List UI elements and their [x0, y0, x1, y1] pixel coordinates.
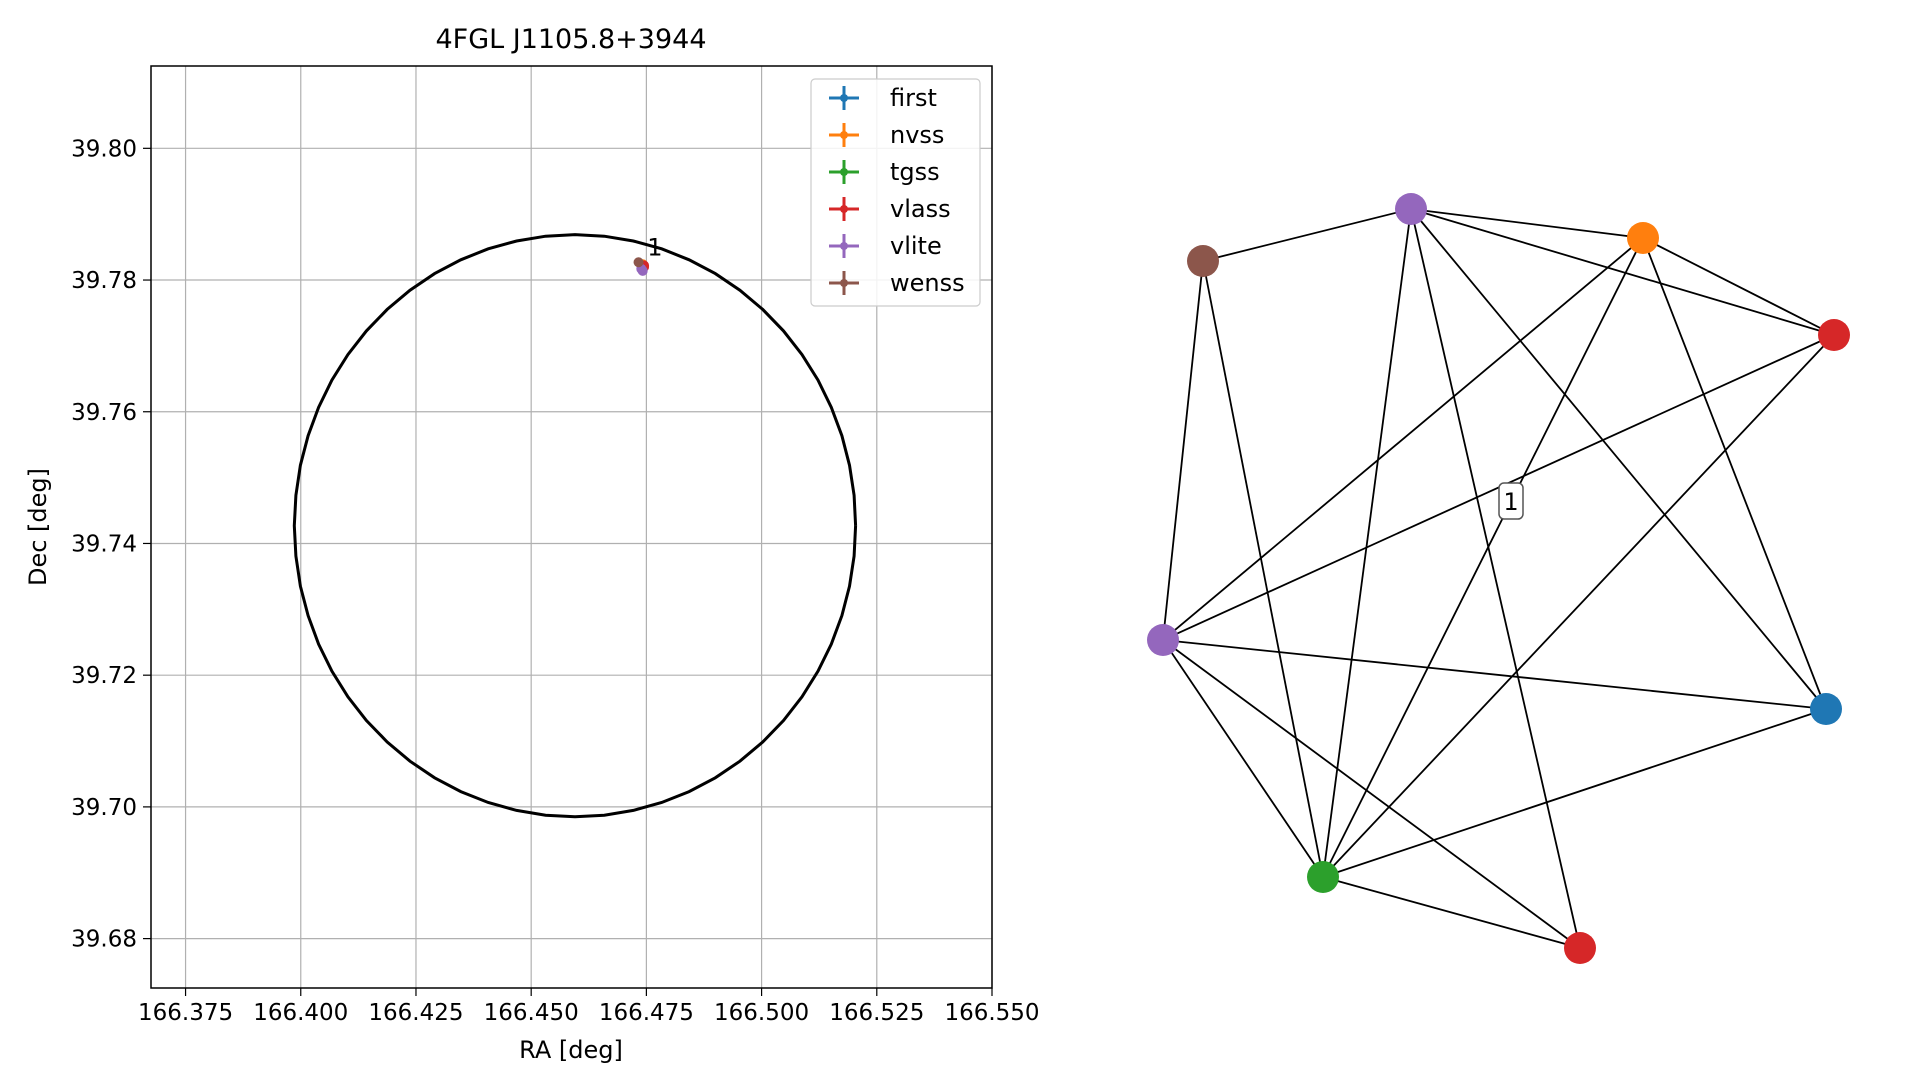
point-annotation: 1 — [647, 234, 662, 262]
graph-node — [1564, 932, 1596, 964]
graph-node — [1395, 193, 1427, 225]
network-graph: 1 — [1147, 193, 1850, 964]
graph-edge — [1162, 639, 1827, 710]
graph-edge — [1322, 334, 1835, 878]
legend-swatch-dot — [840, 279, 848, 287]
legend-swatch-dot — [840, 131, 848, 139]
x-tick-label: 166.375 — [138, 1000, 233, 1026]
y-axis-ticks: 39.68 39.70 39.72 39.74 39.76 39.78 39.80 — [71, 136, 151, 953]
legend-swatch-dot — [840, 94, 848, 102]
x-tick-label: 166.450 — [484, 1000, 579, 1026]
y-tick-label: 39.68 — [71, 927, 137, 953]
graph-node — [1810, 693, 1842, 725]
legend-item-first: first — [829, 84, 937, 112]
plot-title: 4FGL J1105.8+3944 — [435, 24, 706, 55]
legend-label: first — [890, 84, 937, 112]
legend-label: nvss — [890, 121, 944, 149]
graph-edge — [1162, 639, 1581, 949]
legend-item-wenss: wenss — [829, 269, 965, 297]
graph-edge — [1410, 208, 1581, 949]
legend-item-vlite: vlite — [829, 232, 942, 260]
x-tick-label: 166.525 — [829, 1000, 924, 1026]
graph-edge — [1642, 237, 1835, 336]
graph-edge — [1162, 237, 1644, 641]
graph-edges — [1162, 208, 1835, 949]
localization-circle — [292, 233, 858, 819]
legend-swatch-dot — [840, 168, 848, 176]
sky-position-plot: 4FGL J1105.8+3944 1 166.375 166.400 166.42… — [24, 24, 1040, 1064]
x-axis-label: RA [deg] — [519, 1036, 623, 1064]
legend-label: vlite — [890, 232, 942, 260]
point-wenss — [633, 257, 644, 268]
graph-node — [1307, 861, 1339, 893]
source-points: 1 — [633, 234, 663, 276]
legend-label: tgss — [890, 158, 940, 186]
graph-nodes — [1147, 193, 1850, 964]
cluster-label-text: 1 — [1503, 488, 1518, 516]
y-tick-label: 39.80 — [71, 136, 137, 162]
graph-edge — [1410, 208, 1644, 239]
graph-edge — [1202, 208, 1412, 262]
legend: first nvss tgss vlass vlite wenss — [810, 78, 981, 307]
graph-edge — [1202, 260, 1324, 878]
circle-outline — [292, 233, 858, 819]
legend-swatch-dot — [840, 242, 848, 250]
legend-swatch-dot — [840, 205, 848, 213]
y-tick-label: 39.76 — [71, 400, 137, 426]
graph-node — [1818, 319, 1850, 351]
y-tick-label: 39.78 — [71, 268, 137, 294]
y-tick-label: 39.70 — [71, 795, 137, 821]
x-axis-ticks: 166.375 166.400 166.425 166.450 166.475 166.5… — [138, 988, 1040, 1026]
graph-edge — [1162, 260, 1204, 641]
axes-frame — [150, 65, 993, 989]
graph-edge — [1410, 208, 1835, 336]
graph-edge — [1322, 237, 1644, 878]
legend-label: wenss — [890, 269, 965, 297]
legend-label: vlass — [890, 195, 951, 223]
y-axis-label: Dec [deg] — [24, 468, 52, 586]
x-tick-label: 166.550 — [944, 1000, 1039, 1026]
y-tick-label: 39.74 — [71, 531, 137, 557]
cluster-label: 1 — [1498, 482, 1524, 520]
x-tick-label: 166.475 — [599, 1000, 694, 1026]
graph-edge — [1322, 208, 1412, 878]
legend-item-tgss: tgss — [829, 158, 940, 186]
graph-edge — [1410, 208, 1827, 710]
graph-node — [1187, 245, 1219, 277]
x-tick-label: 166.400 — [253, 1000, 348, 1026]
y-tick-label: 39.72 — [71, 663, 137, 689]
graph-edge — [1162, 639, 1324, 878]
graph-edge — [1322, 876, 1581, 949]
graph-edge — [1642, 237, 1827, 710]
legend-item-vlass: vlass — [829, 195, 951, 223]
graph-node — [1627, 222, 1659, 254]
legend-item-nvss: nvss — [829, 121, 944, 149]
x-tick-label: 166.500 — [714, 1000, 809, 1026]
graph-edge — [1322, 708, 1827, 878]
x-tick-label: 166.425 — [368, 1000, 463, 1026]
cluster-label-box — [1498, 482, 1524, 520]
graph-node — [1147, 624, 1179, 656]
